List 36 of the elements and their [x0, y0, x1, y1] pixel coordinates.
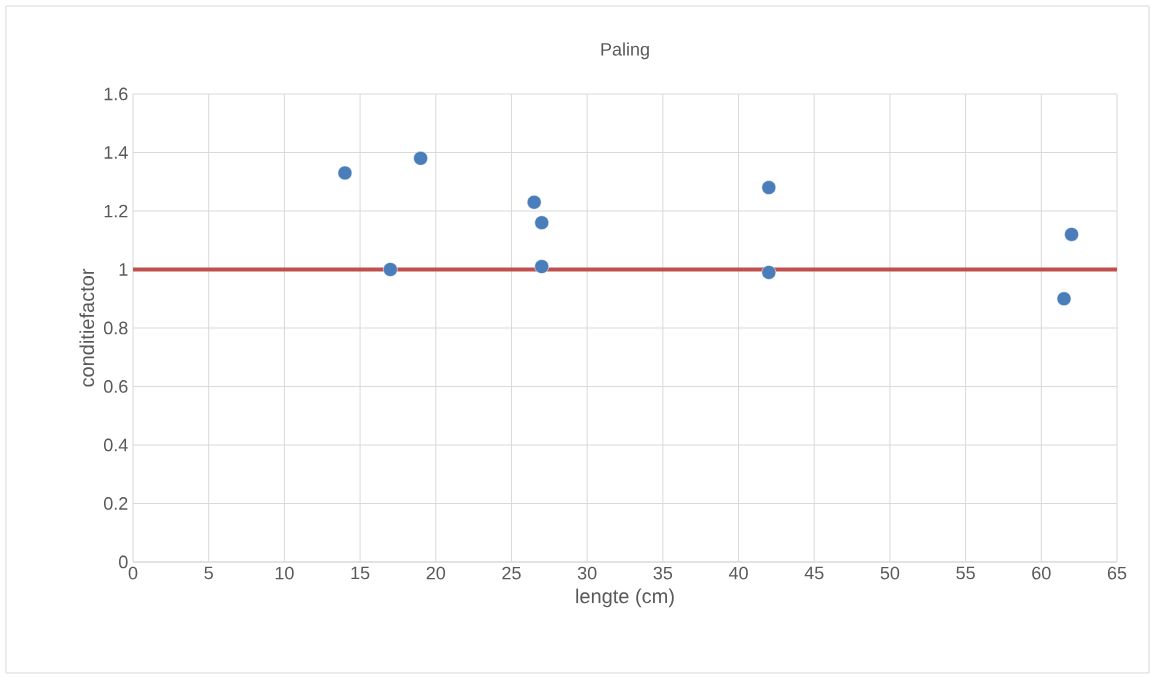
x-tick-label: 20: [426, 566, 446, 580]
x-tick-label: 15: [351, 566, 370, 580]
x-tick-label: 55: [956, 566, 975, 580]
y-tick-label: 0.2: [103, 497, 128, 510]
x-tick-label: 5: [204, 566, 213, 580]
x-tick-label: 40: [728, 566, 748, 580]
x-tick-label: 60: [1032, 566, 1051, 580]
y-tick-label: 1: [119, 263, 128, 276]
x-axis-title: lengte (cm): [576, 588, 674, 608]
y-tick-label: 0.6: [103, 380, 128, 393]
y-tick-label: 1.4: [104, 146, 128, 159]
x-tick-label: 30: [577, 566, 597, 580]
y-tick-label: 0: [119, 555, 128, 569]
x-tick-label: 35: [653, 566, 673, 580]
y-tick-label: 0.4: [103, 438, 128, 452]
x-tick-label: 10: [275, 566, 294, 580]
chart-title: Paling: [601, 42, 649, 60]
point: [526, 194, 542, 210]
point: [761, 180, 777, 195]
point: [337, 165, 353, 181]
y-tick-label: 1.2: [104, 204, 128, 218]
point: [383, 262, 398, 277]
point: [413, 151, 428, 166]
x-tick-label: 45: [804, 566, 824, 580]
point: [1064, 227, 1079, 242]
x-tick-label: 65: [1107, 566, 1127, 580]
x-tick-label: 50: [880, 566, 900, 580]
point: [534, 259, 550, 274]
y-tick-label: 0.8: [103, 321, 128, 335]
point: [761, 265, 777, 280]
point: [1056, 291, 1072, 307]
y-tick-label: 1.6: [104, 87, 128, 101]
y-axis-title: conditiefactor: [79, 268, 95, 387]
point: [534, 215, 550, 230]
x-tick-label: 0: [128, 566, 138, 580]
x-tick-label: 25: [502, 566, 521, 580]
